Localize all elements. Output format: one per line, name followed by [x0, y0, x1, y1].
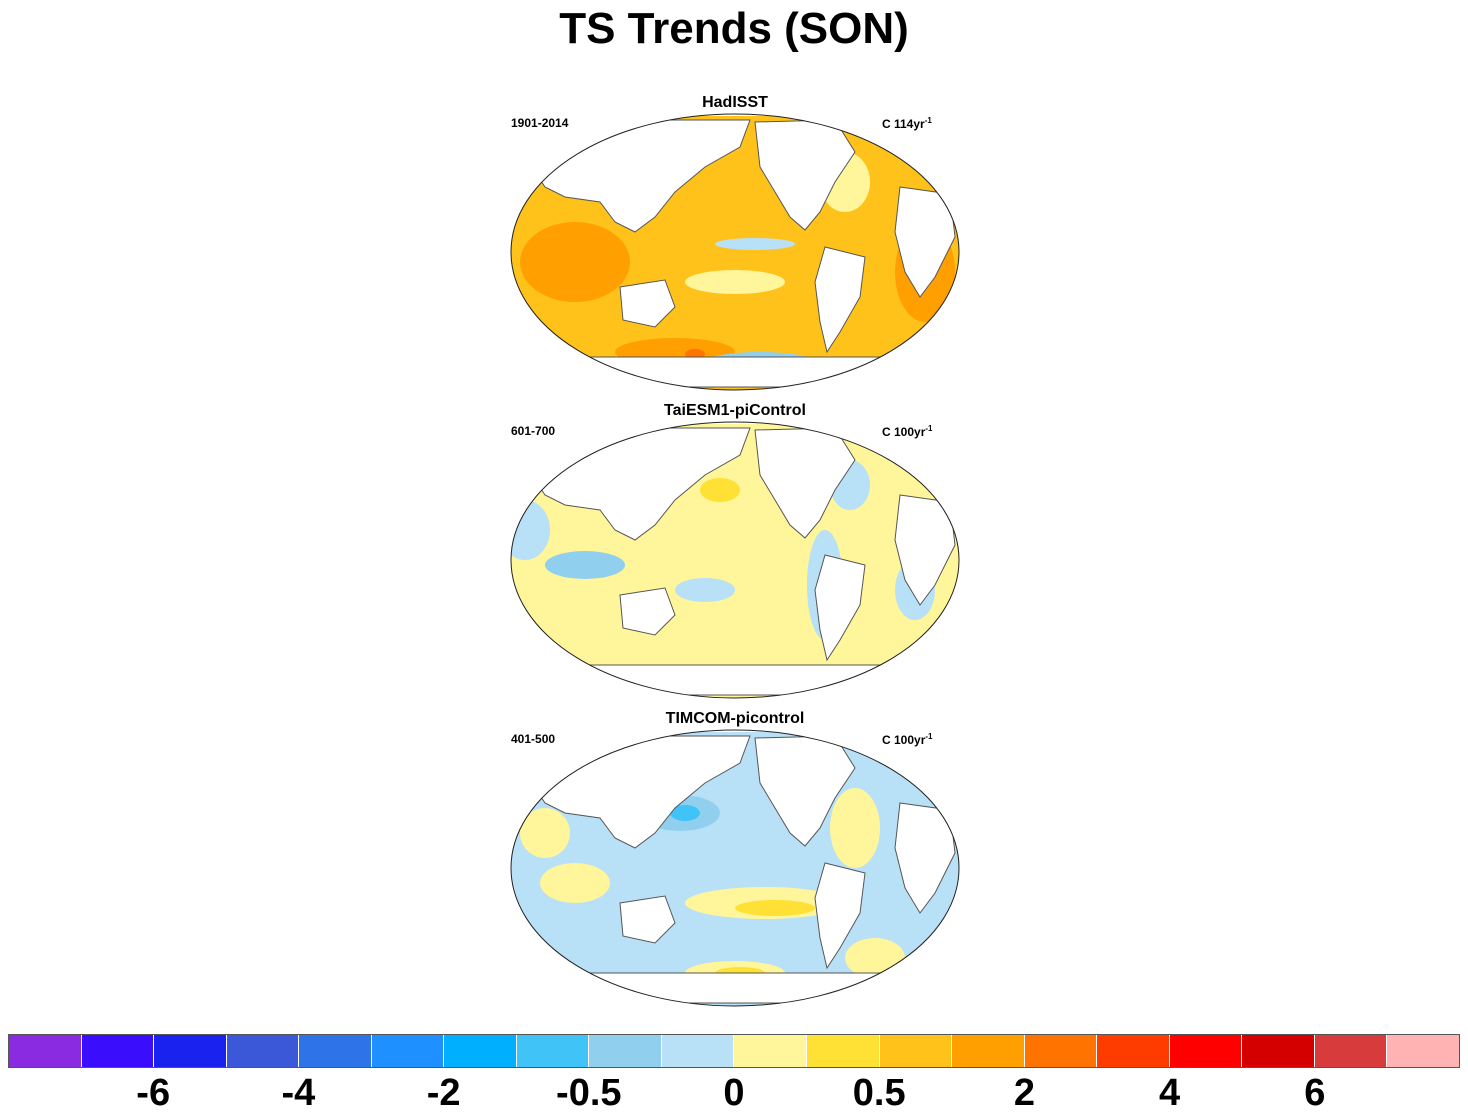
colorbar-segment — [951, 1035, 1024, 1067]
colorbar-segment — [153, 1035, 226, 1067]
trend-patch — [545, 551, 625, 579]
land-mass — [754, 427, 856, 539]
map-panel-timcom: TIMCOM-picontrol 401-500 C 100yr-1 — [505, 710, 965, 1010]
trend-patch — [845, 938, 905, 978]
colorbar-segment — [1241, 1035, 1314, 1067]
colorbar-tick-label: -6 — [136, 1072, 171, 1114]
colorbar-segment — [80, 1035, 154, 1067]
panel-units: C 114yr-1 — [882, 116, 932, 131]
panel-units: C 100yr-1 — [882, 424, 933, 439]
colorbar-segment — [660, 1035, 734, 1067]
colorbar-tick-label: 0 — [723, 1072, 745, 1114]
colorbar-segment — [1313, 1035, 1387, 1067]
land-mass — [619, 587, 676, 636]
colorbar-segment — [370, 1035, 444, 1067]
trend-patch — [685, 270, 785, 294]
map-outline — [510, 729, 960, 1007]
land-mass — [533, 356, 937, 388]
colorbar-tick-label: 4 — [1159, 1072, 1181, 1114]
colorbar-segment — [1386, 1035, 1459, 1067]
colorbar-tick-label: -4 — [281, 1072, 316, 1114]
colorbar-tick-label: 0.5 — [852, 1072, 906, 1114]
map-panel-taiesm1: TaiESM1-piControl 601-700 C 100yr-1 — [505, 402, 965, 702]
land-mass — [814, 246, 866, 354]
land-mass — [754, 119, 856, 231]
colorbar-segment — [588, 1035, 661, 1067]
trend-patch — [735, 900, 815, 916]
world-map — [510, 113, 960, 391]
colorbar-tick-label: 6 — [1304, 1072, 1326, 1114]
figure-title: TS Trends (SON) — [559, 4, 909, 53]
land-mass — [619, 279, 676, 328]
trend-patch — [520, 222, 630, 302]
colorbar-segment — [225, 1035, 299, 1067]
panel-title: TIMCOM-picontrol — [665, 710, 805, 727]
colorbar-segment — [733, 1035, 807, 1067]
land-mass — [533, 664, 937, 696]
panel-title: TaiESM1-piControl — [664, 402, 806, 419]
colorbar-segment — [1168, 1035, 1242, 1067]
panel-title: HadISST — [702, 94, 768, 111]
land-mass — [533, 972, 937, 1004]
colorbar-segment — [806, 1035, 879, 1067]
colorbar-segment — [515, 1035, 589, 1067]
trend-patch — [830, 788, 880, 868]
colorbar-segment — [1096, 1035, 1169, 1067]
land-mass — [814, 554, 866, 662]
trend-patch — [700, 478, 740, 502]
panel-period: 401-500 — [511, 732, 556, 746]
colorbar-tick-label: -2 — [426, 1072, 461, 1114]
panel-period: 601-700 — [511, 424, 556, 438]
panel-period: 1901-2014 — [511, 116, 569, 130]
colorbar — [8, 1034, 1460, 1068]
map-outline — [510, 421, 960, 699]
trend-patch — [715, 238, 795, 250]
colorbar-tick-label: 2 — [1013, 1072, 1035, 1114]
map-panel-hadisst: HadISST 1901-2014 C 114yr-1 — [505, 94, 965, 394]
trend-patch — [670, 805, 700, 821]
map-outline — [510, 113, 960, 391]
land-mass — [814, 862, 866, 970]
world-map — [510, 421, 960, 699]
colorbar-segment — [298, 1035, 371, 1067]
colorbar-segment — [443, 1035, 516, 1067]
trend-patch — [540, 863, 610, 903]
land-mass — [754, 735, 856, 847]
colorbar-tick-label: -0.5 — [556, 1072, 622, 1114]
land-mass — [619, 895, 676, 944]
colorbar-segment — [878, 1035, 952, 1067]
world-map — [510, 729, 960, 1007]
panel-units: C 100yr-1 — [882, 732, 933, 747]
colorbar-segment — [1023, 1035, 1097, 1067]
colorbar-segment — [9, 1035, 81, 1067]
trend-patch — [675, 578, 735, 602]
trend-patch — [520, 808, 570, 858]
